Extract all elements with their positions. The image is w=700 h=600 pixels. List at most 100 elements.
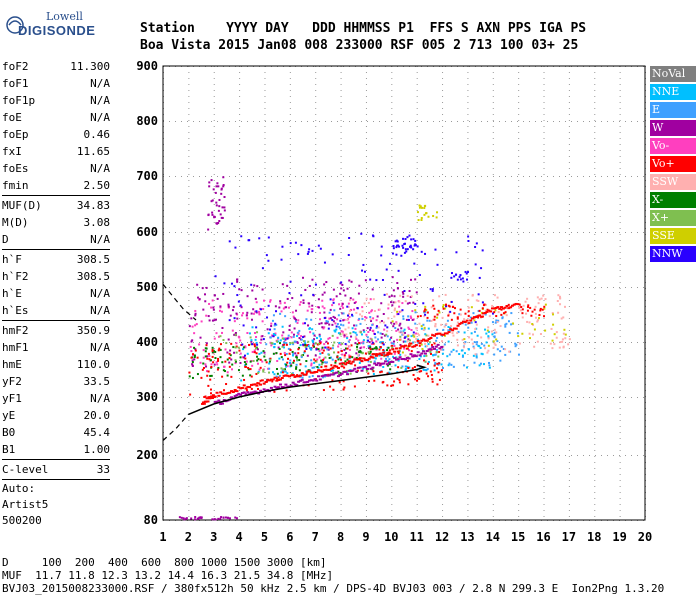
echo-point xyxy=(326,321,329,324)
grid-dot xyxy=(289,318,291,319)
echo-point xyxy=(358,330,361,333)
grid-dot xyxy=(571,287,572,288)
echo-point xyxy=(212,308,215,311)
echo-point xyxy=(249,374,252,377)
echo-point xyxy=(436,336,439,339)
grid-dot xyxy=(543,198,545,199)
echo-point xyxy=(190,517,193,520)
grid-dot xyxy=(289,444,291,445)
param-name: fmin xyxy=(2,179,29,192)
grid-dot xyxy=(467,486,469,487)
x-trace-point xyxy=(306,380,310,383)
o-trace-point xyxy=(260,379,264,382)
echo-point xyxy=(420,206,423,209)
echo-point xyxy=(218,347,221,350)
grid-dot xyxy=(625,397,626,398)
grid-dot xyxy=(289,198,291,199)
echo-point xyxy=(253,345,256,348)
echo-point xyxy=(367,380,370,383)
echo-point xyxy=(398,338,401,341)
echo-point xyxy=(442,328,445,331)
grid-dot xyxy=(523,232,524,233)
echo-point xyxy=(368,344,371,347)
echo-point xyxy=(500,308,503,311)
echo-point xyxy=(199,336,202,339)
grid-dot xyxy=(188,420,190,421)
echo-point xyxy=(449,310,452,313)
grid-dot xyxy=(188,480,190,481)
echo-point xyxy=(529,306,532,309)
grid-dot xyxy=(416,144,418,145)
echo-point xyxy=(204,363,207,366)
grid-dot xyxy=(188,162,190,163)
echo-point xyxy=(346,337,349,340)
echo-point xyxy=(190,356,193,359)
echo-point xyxy=(298,346,301,349)
grid-dot xyxy=(619,150,621,151)
x-trace-point xyxy=(387,361,391,364)
grid-dot xyxy=(594,174,596,175)
grid-dot xyxy=(188,384,190,385)
grid-dot xyxy=(518,144,520,145)
o-trace-point xyxy=(320,370,324,373)
echo-point xyxy=(478,364,481,367)
echo-point xyxy=(425,309,428,312)
grid-dot xyxy=(239,480,241,481)
echo-point xyxy=(386,352,389,355)
grid-dot xyxy=(499,397,500,398)
grid-dot xyxy=(643,455,644,456)
grid-dot xyxy=(492,360,494,361)
grid-dot xyxy=(583,232,584,233)
echo-point xyxy=(386,384,389,387)
grid-dot xyxy=(379,287,380,288)
echo-point xyxy=(346,305,349,308)
grid-dot xyxy=(409,121,410,122)
o-trace-point xyxy=(269,378,273,381)
echo-point xyxy=(276,340,279,343)
echo-point xyxy=(435,339,438,342)
grid-dot xyxy=(442,402,444,403)
grid-dot xyxy=(601,232,602,233)
grid-dot xyxy=(415,121,416,122)
o-trace-point xyxy=(297,375,301,378)
o-trace-point xyxy=(467,322,471,325)
grid-dot xyxy=(594,426,596,427)
grid-dot xyxy=(492,498,494,499)
o-trace-point xyxy=(318,369,322,372)
echo-point xyxy=(564,333,567,336)
grid-dot xyxy=(518,108,520,109)
grid-dot xyxy=(442,240,444,241)
echo-point xyxy=(221,216,224,219)
echo-point xyxy=(446,319,449,322)
echo-point xyxy=(350,280,353,283)
echo-point xyxy=(407,335,410,338)
echo-point xyxy=(470,332,473,335)
grid-dot xyxy=(505,342,506,343)
grid-dot xyxy=(365,414,367,415)
echo-point xyxy=(251,326,254,329)
o-trace-point xyxy=(485,310,489,313)
grid-dot xyxy=(415,397,416,398)
echo-point xyxy=(229,314,232,317)
echo-point xyxy=(220,216,223,219)
echo-point xyxy=(396,240,399,243)
echo-point xyxy=(442,348,445,351)
echo-point xyxy=(258,312,261,315)
grid-dot xyxy=(442,84,444,85)
x-trace-point xyxy=(378,364,382,367)
grid-dot xyxy=(568,336,570,337)
o-trace-point xyxy=(376,353,380,356)
echo-point xyxy=(270,322,273,325)
grid-dot xyxy=(467,342,469,343)
grid-dot xyxy=(543,204,545,205)
echo-point xyxy=(534,312,537,315)
grid-dot xyxy=(188,408,190,409)
echo-point xyxy=(434,325,437,328)
grid-dot xyxy=(315,474,317,475)
echo-point xyxy=(467,315,470,318)
grid-dot xyxy=(492,222,494,223)
grid-dot xyxy=(340,342,342,343)
echo-point xyxy=(487,349,490,352)
echo-point xyxy=(302,299,305,302)
echo-point xyxy=(386,330,389,333)
